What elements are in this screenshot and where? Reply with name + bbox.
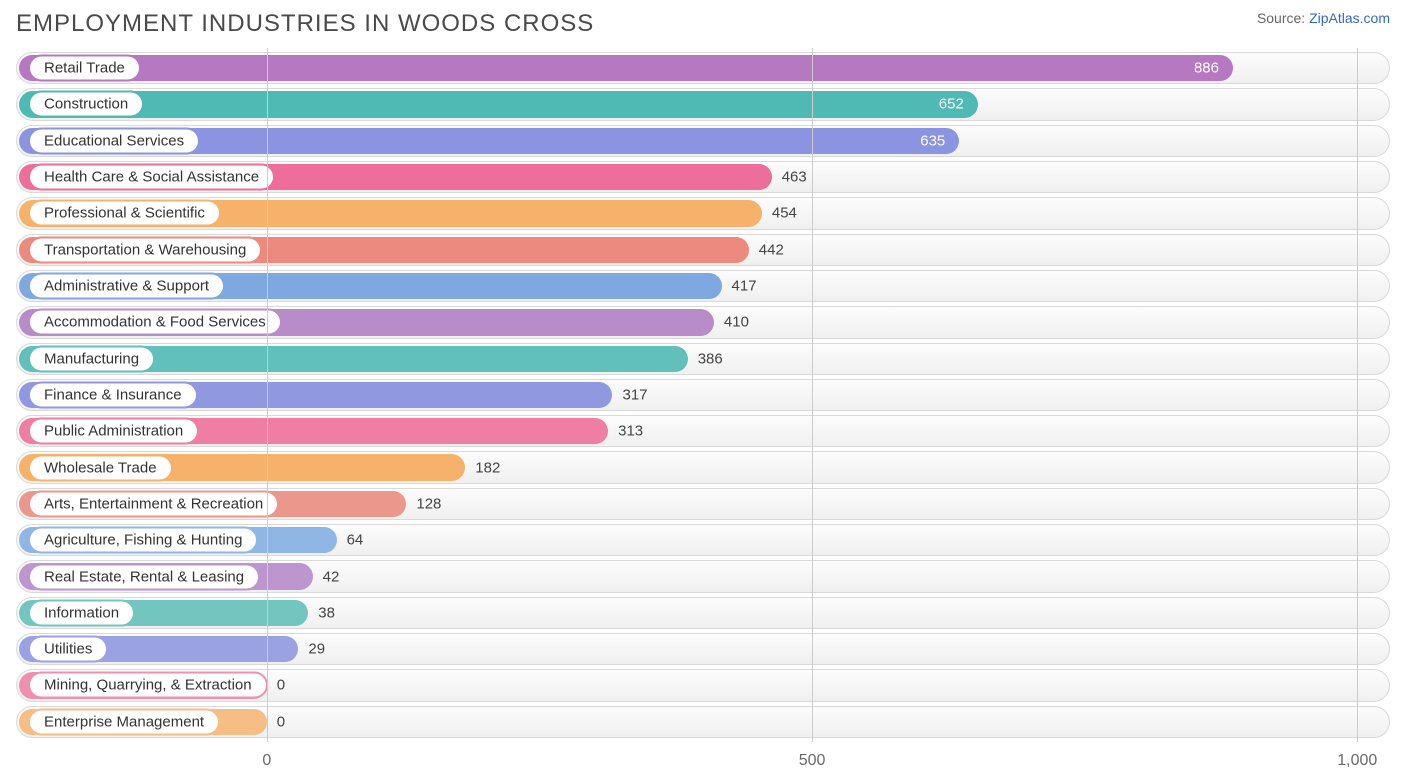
bar-label-pill: Enterprise Management <box>28 708 220 735</box>
gridline <box>267 48 268 742</box>
bar-fill <box>19 91 978 117</box>
bar-value: 442 <box>759 241 784 258</box>
bar-row: Mining, Quarrying, & Extraction 0 <box>16 667 1390 703</box>
bar-label-pill: Administrative & Support <box>28 273 225 300</box>
bar-label-pill: Mining, Quarrying, & Extraction <box>28 672 268 699</box>
bar-row: Transportation & Warehousing 442 <box>16 232 1390 268</box>
bar-row: Wholesale Trade 182 <box>16 449 1390 485</box>
bar-row: Health Care & Social Assistance 463 <box>16 159 1390 195</box>
bar-value: 42 <box>323 568 340 585</box>
bars-group: Retail Trade 886 Construction 652 Educationa… <box>16 50 1390 740</box>
bar-label-pill: Accommodation & Food Services <box>28 309 282 336</box>
bar-label-pill: Arts, Entertainment & Recreation <box>28 490 279 517</box>
chart-title: EMPLOYMENT INDUSTRIES IN WOODS CROSS <box>16 10 594 38</box>
bar-value: 38 <box>318 604 335 621</box>
bar-value: 652 <box>939 96 964 113</box>
x-tick-label: 0 <box>262 752 271 770</box>
bar-value: 410 <box>724 314 749 331</box>
bar-value: 0 <box>277 677 285 694</box>
bar-value: 454 <box>772 205 797 222</box>
bar-label-pill: Information <box>28 599 135 626</box>
source-link[interactable]: ZipAtlas.com <box>1309 10 1390 26</box>
bar-value: 182 <box>475 459 500 476</box>
bar-label-pill: Construction <box>28 91 144 118</box>
bar-row: Agriculture, Fishing & Hunting 64 <box>16 522 1390 558</box>
bar-label-pill: Professional & Scientific <box>28 200 221 227</box>
source-prefix: Source: <box>1257 10 1309 26</box>
bar-value: 386 <box>698 350 723 367</box>
bar-value: 417 <box>732 278 757 295</box>
bar-label-pill: Agriculture, Fishing & Hunting <box>28 527 258 554</box>
bar-value: 313 <box>618 423 643 440</box>
bar-label-pill: Retail Trade <box>28 55 141 82</box>
bar-value: 0 <box>277 713 285 730</box>
bar-value: 128 <box>416 495 441 512</box>
bar-row: Accommodation & Food Services 410 <box>16 304 1390 340</box>
x-tick-label: 500 <box>799 752 826 770</box>
bar-row: Educational Services 635 <box>16 123 1390 159</box>
bar-label-pill: Utilities <box>28 636 108 663</box>
bar-label-pill: Educational Services <box>28 127 200 154</box>
bar-value: 886 <box>1194 60 1219 77</box>
bar-label-pill: Real Estate, Rental & Leasing <box>28 563 260 590</box>
bar-row: Retail Trade 886 <box>16 50 1390 86</box>
bar-row: Information 38 <box>16 595 1390 631</box>
bar-row: Manufacturing 386 <box>16 341 1390 377</box>
bar-value: 317 <box>622 386 647 403</box>
chart-plot-area: Retail Trade 886 Construction 652 Educationa… <box>16 48 1390 742</box>
bar-row: Finance & Insurance 317 <box>16 377 1390 413</box>
bar-label-pill: Finance & Insurance <box>28 381 198 408</box>
bar-label-pill: Public Administration <box>28 418 199 445</box>
bar-row: Administrative & Support 417 <box>16 268 1390 304</box>
x-axis: 0 500 1,000 <box>16 746 1390 776</box>
x-tick-label: 1,000 <box>1337 752 1377 770</box>
bar-label-pill: Manufacturing <box>28 345 155 372</box>
bar-row: Real Estate, Rental & Leasing 42 <box>16 558 1390 594</box>
bar-label-pill: Health Care & Social Assistance <box>28 164 275 191</box>
bar-label-pill: Transportation & Warehousing <box>28 236 262 263</box>
bar-fill <box>19 55 1233 81</box>
bar-row: Public Administration 313 <box>16 413 1390 449</box>
bar-row: Utilities 29 <box>16 631 1390 667</box>
bar-label-pill: Wholesale Trade <box>28 454 173 481</box>
bar-value: 64 <box>347 532 364 549</box>
bar-row: Construction 652 <box>16 86 1390 122</box>
bar-row: Arts, Entertainment & Recreation 128 <box>16 486 1390 522</box>
bar-value: 463 <box>782 169 807 186</box>
bar-row: Professional & Scientific 454 <box>16 195 1390 231</box>
bar-value: 29 <box>308 641 325 658</box>
gridline <box>1357 48 1358 742</box>
header: EMPLOYMENT INDUSTRIES IN WOODS CROSS Sou… <box>0 0 1406 44</box>
bar-row: Enterprise Management 0 <box>16 704 1390 740</box>
chart-container: EMPLOYMENT INDUSTRIES IN WOODS CROSS Sou… <box>0 0 1406 776</box>
gridline <box>812 48 813 742</box>
source-attribution: Source: ZipAtlas.com <box>1257 10 1390 26</box>
bar-value: 635 <box>920 132 945 149</box>
